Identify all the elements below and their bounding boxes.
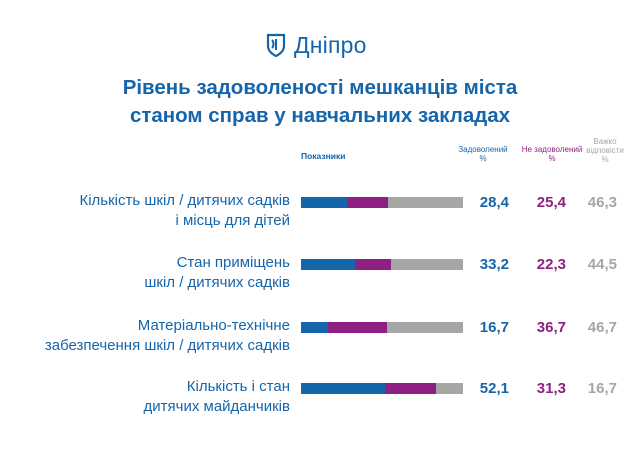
row-label-line: шкіл / дитячих садків (144, 274, 290, 291)
header-hard-unit: % (601, 155, 609, 164)
bar-segment-hard-to-say (387, 322, 463, 333)
header-satisfied-label: Задоволений (458, 145, 508, 154)
header-unsatisfied-unit: % (548, 154, 556, 163)
row-label: Кількість і стан дитячих майданчиків (144, 377, 290, 417)
header-hard-label-1: Важко (593, 137, 617, 146)
title-line-1: Рівень задоволеності мешканців міста (122, 76, 518, 99)
value-label-hard-to-say: 46,3 (587, 194, 617, 211)
header-hard-to-say: Важко відповісти % (584, 137, 626, 164)
value-label-unsatisfied: 36,7 (536, 319, 566, 336)
value-label-satisfied: 28,4 (479, 194, 509, 211)
bar-segment-unsatisfied (346, 197, 389, 208)
value-label-hard-to-say: 16,7 (587, 380, 617, 397)
value-label-hard-to-say: 44,5 (587, 256, 617, 273)
bar-segment-unsatisfied (354, 259, 391, 270)
value-label-satisfied: 16,7 (479, 319, 509, 336)
row-label-line: Кількість і стан (186, 378, 290, 395)
bar-segment-unsatisfied (328, 322, 388, 333)
header-satisfied: Задоволений % (455, 145, 511, 163)
bar-segment-unsatisfied (385, 383, 436, 394)
header-unsatisfied: Не задоволений % (519, 145, 585, 163)
row-label: Кількість шкіл / дитячих садків і місць д… (79, 191, 290, 231)
row-label-line: і місць для дітей (175, 212, 290, 229)
row-label-line: Матеріально-технічне (137, 317, 290, 334)
bar-segment-satisfied (301, 259, 355, 270)
bar-segment-hard-to-say (435, 383, 463, 394)
value-label-satisfied: 52,1 (479, 380, 509, 397)
row-label-line: забезпечення шкіл / дитячих садків (44, 337, 290, 354)
bar-segment-satisfied (301, 383, 386, 394)
value-label-unsatisfied: 25,4 (536, 194, 566, 211)
value-label-satisfied: 33,2 (479, 256, 509, 273)
shield-icon (266, 33, 286, 57)
header-indicators: Показники (301, 151, 346, 161)
value-label-unsatisfied: 31,3 (536, 380, 566, 397)
row-label-line: дитячих майданчиків (143, 398, 290, 415)
row-label: Матеріально-технічне забезпечення шкіл / … (45, 316, 290, 356)
logo-text: Дніпро (294, 31, 367, 58)
bar-segment-satisfied (301, 197, 347, 208)
header-satisfied-unit: % (479, 154, 487, 163)
row-label-line: Кількість шкіл / дитячих садків (79, 192, 290, 209)
bar-segment-hard-to-say (390, 259, 463, 270)
row-label-line: Стан приміщень (176, 254, 290, 271)
bar-segment-satisfied (301, 322, 329, 333)
stacked-bar (301, 383, 463, 394)
stacked-bar (301, 197, 463, 208)
chart-title: Рівень задоволеності мешканців міста ста… (0, 74, 640, 130)
logo: Дніпро (266, 30, 367, 60)
value-label-unsatisfied: 22,3 (536, 256, 566, 273)
header-unsatisfied-label: Не задоволений (521, 145, 583, 154)
stacked-bar (301, 259, 463, 270)
row-label: Стан приміщень шкіл / дитячих садків (144, 253, 290, 293)
value-label-hard-to-say: 46,7 (587, 319, 617, 336)
stacked-bar (301, 322, 463, 333)
title-line-2: станом справ у навчальних закладах (129, 104, 511, 127)
bar-segment-hard-to-say (388, 197, 463, 208)
header-hard-label-2: відповісти (586, 146, 624, 155)
